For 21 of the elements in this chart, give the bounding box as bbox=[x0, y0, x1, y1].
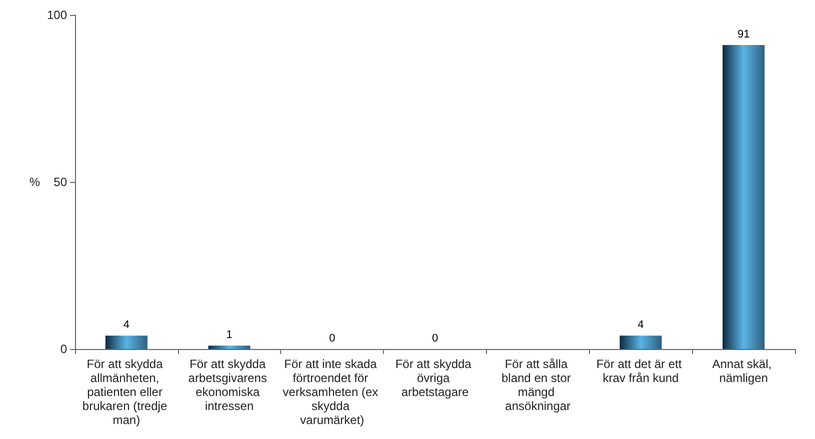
data-label: 4 bbox=[638, 319, 644, 332]
data-label: 1 bbox=[226, 329, 232, 342]
bar bbox=[208, 346, 250, 349]
x-tick-label: För att skydda arbetsgivarens ekonomiska intressen bbox=[188, 357, 270, 413]
bar bbox=[620, 336, 662, 349]
x-tick-label: För att skydda övriga arbetstagare bbox=[395, 357, 475, 399]
y-axis-title: % bbox=[29, 175, 40, 189]
y-tick-label: 100 bbox=[46, 8, 68, 22]
data-label: 91 bbox=[737, 28, 750, 41]
data-label: 0 bbox=[329, 332, 336, 344]
x-tick-label: För att sålla bland en stor mängd ansökningar bbox=[502, 357, 574, 413]
data-label: 0 bbox=[432, 332, 438, 344]
x-tick-label: För att det är ett krav från kund bbox=[596, 357, 686, 385]
x-tick-label: Annat skäl, nämligen bbox=[712, 357, 775, 385]
x-tick-label: För att skydda allmänheten, patienten eller brukaren (tredje man) bbox=[82, 357, 170, 427]
y-tick-label: 0 bbox=[60, 342, 68, 356]
bar bbox=[105, 336, 148, 349]
data-label: 4 bbox=[123, 319, 130, 332]
bar bbox=[722, 45, 765, 349]
x-tick-label: För att inte skada förtroendet för verksamheten (ex skydda varumärket) bbox=[282, 357, 382, 427]
y-tick-label: 50 bbox=[54, 175, 68, 189]
